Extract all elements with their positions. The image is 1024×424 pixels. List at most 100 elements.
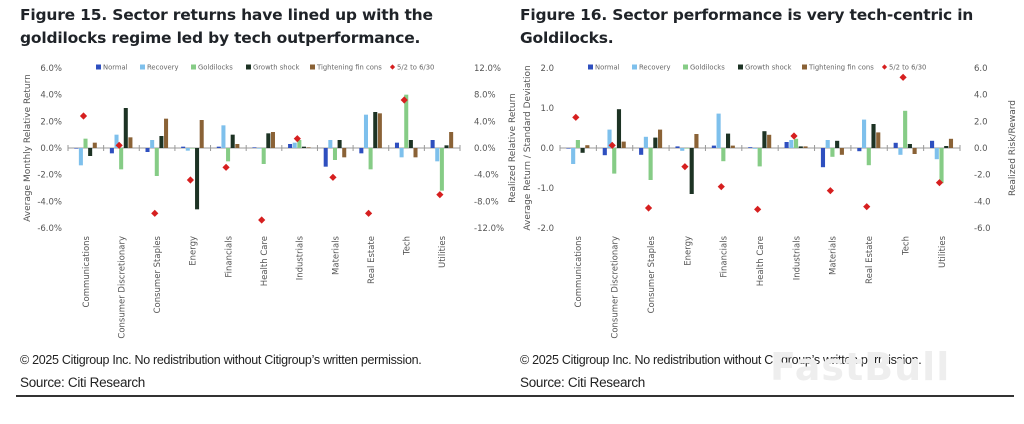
category-label: Health Care xyxy=(756,236,766,286)
bar-growth-shock xyxy=(301,146,306,148)
bar-normal xyxy=(394,142,399,148)
bar-tightening-fin-cons xyxy=(377,113,382,148)
bar-tightening-fin-cons xyxy=(876,132,881,148)
bar-recovery xyxy=(257,148,262,149)
bar-normal xyxy=(430,140,435,148)
bar-normal xyxy=(820,148,826,168)
legend-label: 5/2 to 6/30 xyxy=(889,64,926,72)
category-label: Industrials xyxy=(296,235,306,280)
bar-tightening-fin-cons xyxy=(730,145,735,148)
bar-tightening-fin-cons xyxy=(948,138,954,148)
bar-normal xyxy=(857,148,862,152)
bar-normal xyxy=(252,147,257,148)
bar-normal xyxy=(748,147,753,148)
legend-label: Growth shock xyxy=(745,64,792,72)
bar-growth-shock xyxy=(835,140,840,148)
bar-goldilocks xyxy=(297,140,302,148)
bar-recovery xyxy=(716,113,721,148)
legend-label: Normal xyxy=(595,64,620,72)
bar-goldilocks xyxy=(154,148,159,176)
scatter-point xyxy=(436,191,444,199)
bar-goldilocks xyxy=(261,148,266,164)
legend-label: Recovery xyxy=(639,64,671,72)
watermark: FastBull xyxy=(770,345,951,389)
bar-recovery xyxy=(150,140,155,148)
legend-label: Growth shock xyxy=(253,64,300,72)
bar-goldilocks xyxy=(684,148,690,149)
y2-tick-label: -4.0 xyxy=(974,197,991,207)
scatter-point xyxy=(186,176,195,184)
copyright-notice: © 2025 Citigroup Inc. No redistribution … xyxy=(20,353,422,367)
bar-goldilocks xyxy=(404,94,409,148)
bar-growth-shock xyxy=(653,137,658,148)
bar-tightening-fin-cons xyxy=(767,134,772,148)
legend-marker xyxy=(389,64,396,70)
bar-normal xyxy=(181,146,186,148)
bar-normal xyxy=(216,146,221,148)
category-label: Real Estate xyxy=(367,236,377,284)
bar-chart-16: Average Return / Standard Deviation Reali… xyxy=(523,64,1018,339)
y2-tick-label: 12.0% xyxy=(474,64,501,74)
y2-tick-label: 2.0 xyxy=(974,117,988,127)
bar-goldilocks xyxy=(83,138,88,148)
bar-normal xyxy=(288,144,293,148)
bar-goldilocks xyxy=(866,148,871,166)
bar-growth-shock xyxy=(123,108,128,148)
scatter-point xyxy=(79,112,88,120)
category-label: Tech xyxy=(901,236,911,256)
bar-tightening-fin-cons xyxy=(199,120,204,148)
category-label: Materials xyxy=(829,235,839,275)
bar-recovery xyxy=(643,136,648,148)
bar-recovery xyxy=(898,148,903,155)
bar-recovery xyxy=(607,129,612,148)
y2-tick-label: 8.0% xyxy=(474,91,496,101)
bar-normal xyxy=(566,148,571,149)
legend-label: Goldilocks xyxy=(690,64,725,72)
category-label: Energy xyxy=(189,236,199,266)
y2-tick-label: 4.0 xyxy=(974,91,988,101)
figure-title: Figure 15. Sector returns have lined up … xyxy=(20,6,433,47)
bar-tightening-fin-cons xyxy=(306,147,311,148)
bar-normal xyxy=(359,148,364,154)
bar-normal xyxy=(74,148,79,149)
bar-tightening-fin-cons xyxy=(235,144,240,148)
category-label: Tech xyxy=(403,236,413,256)
category-label: Consumer Discretionary xyxy=(611,236,621,339)
bar-goldilocks xyxy=(903,110,908,148)
bar-normal xyxy=(145,148,150,152)
legend-marker xyxy=(738,64,743,70)
legend-marker xyxy=(802,64,807,70)
bar-recovery xyxy=(399,148,404,158)
bar-growth-shock xyxy=(689,148,694,194)
category-label: Real Estate xyxy=(865,236,875,284)
y-tick-label: 0.0% xyxy=(40,144,62,154)
bar-recovery xyxy=(221,125,226,148)
legend-marker xyxy=(246,64,251,70)
bar-goldilocks xyxy=(648,148,653,180)
bar-recovery xyxy=(862,119,867,148)
category-label: Industrials xyxy=(792,235,802,280)
bar-goldilocks xyxy=(368,148,373,170)
bar-normal xyxy=(893,142,898,148)
category-label: Energy xyxy=(683,236,693,266)
bar-recovery xyxy=(825,140,830,148)
scatter-point xyxy=(364,209,373,217)
bar-goldilocks xyxy=(721,148,726,162)
figure-16: Figure 16. Sector performance is very te… xyxy=(520,0,1020,400)
bar-growth-shock xyxy=(230,134,235,148)
scatter-point xyxy=(717,183,725,191)
bar-tightening-fin-cons xyxy=(694,134,699,148)
y-tick-label: 6.0% xyxy=(40,64,62,74)
scatter-point xyxy=(681,163,689,171)
bar-goldilocks xyxy=(612,148,617,174)
figure-15: Figure 15. Sector returns have lined up … xyxy=(20,0,520,400)
bar-recovery xyxy=(114,134,119,148)
bar-recovery xyxy=(328,140,333,148)
y2-axis-title: Realized Risk/Reward xyxy=(1008,100,1018,196)
scatter-point xyxy=(935,179,944,187)
category-label: Utilities xyxy=(938,235,948,268)
bar-growth-shock xyxy=(159,136,164,148)
legend-label: 5/2 to 6/30 xyxy=(397,64,434,72)
legend-label: Recovery xyxy=(147,64,179,72)
scatter-point xyxy=(115,141,123,149)
